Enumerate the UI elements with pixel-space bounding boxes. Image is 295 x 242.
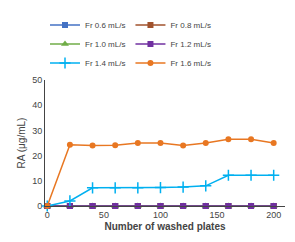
svg-text:Fr 0.8 mL/s: Fr 0.8 mL/s [170,21,210,30]
svg-text:Fr 1.4 mL/s: Fr 1.4 mL/s [85,59,125,68]
svg-text:0: 0 [45,210,50,220]
svg-text:Number of washed plates: Number of washed plates [104,221,226,232]
svg-text:RA (μg/mL): RA (μg/mL) [16,118,27,169]
svg-text:50: 50 [99,210,109,220]
svg-text:30: 30 [32,126,42,136]
svg-text:Fr 0.6 mL/s: Fr 0.6 mL/s [85,21,125,30]
svg-text:200: 200 [266,210,281,220]
svg-text:20: 20 [32,151,42,161]
svg-text:0: 0 [37,201,42,211]
svg-text:100: 100 [153,210,168,220]
svg-text:50: 50 [32,75,42,85]
svg-text:150: 150 [210,210,225,220]
svg-text:10: 10 [32,176,42,186]
svg-text:40: 40 [32,100,42,110]
svg-text:Fr 1.0 mL/s: Fr 1.0 mL/s [85,40,125,49]
svg-text:Fr 1.2 mL/s: Fr 1.2 mL/s [170,40,210,49]
svg-text:Fr 1.6 mL/s: Fr 1.6 mL/s [170,59,210,68]
